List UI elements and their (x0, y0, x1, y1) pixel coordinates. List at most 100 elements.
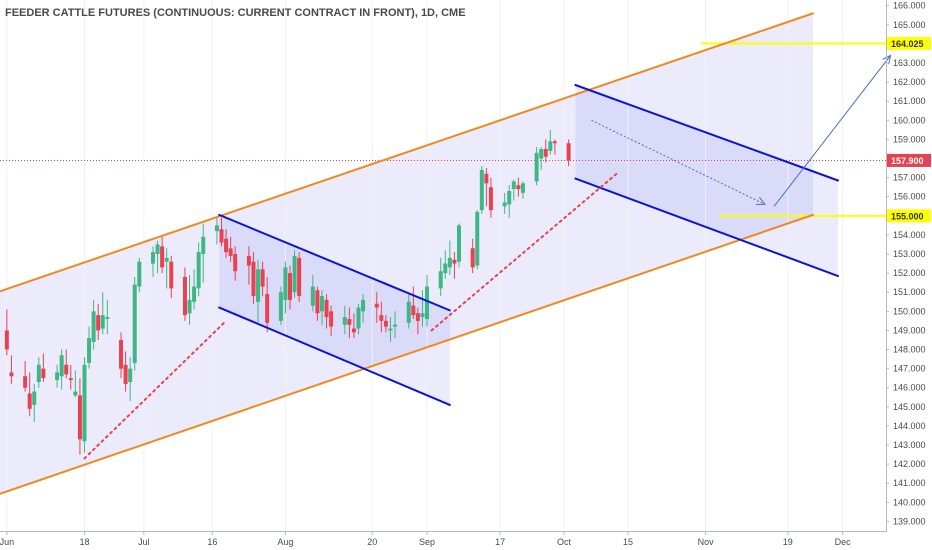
candle (160, 236, 165, 274)
y-tick-label: 145.000 (893, 402, 926, 412)
candle-body (342, 317, 347, 325)
candle-body (507, 191, 512, 205)
candle-body (443, 263, 448, 274)
candle (516, 177, 521, 197)
candle-body (283, 267, 288, 300)
horizontal-levels[interactable] (0, 42, 886, 217)
candle (123, 351, 128, 392)
candle (456, 223, 461, 268)
candle-body (36, 364, 41, 383)
mid-channel-lower-line[interactable] (218, 306, 451, 406)
y-tick-label: 166.000 (893, 1, 926, 11)
candles (4, 129, 571, 455)
candle-body (73, 391, 78, 396)
candle (137, 257, 142, 293)
candle-body (228, 248, 233, 256)
candle (150, 246, 155, 277)
mid-channel-fill (219, 214, 450, 405)
x-tick-label: Jun (0, 537, 14, 547)
candle-body (246, 255, 251, 266)
candle (406, 294, 411, 329)
x-tick-label: 18 (79, 537, 89, 547)
x-tick-label: Oct (557, 537, 572, 547)
candle (265, 276, 270, 333)
dotted-projection-arrow[interactable] (591, 119, 767, 205)
main-channel-fill (0, 13, 813, 494)
y-tick-label: 160.000 (893, 115, 926, 125)
candle-body (87, 338, 92, 363)
support-dotted-line[interactable] (430, 170, 620, 332)
candle-body (68, 378, 73, 381)
candle-body (91, 311, 96, 342)
candle-body (137, 261, 142, 287)
candle-body (169, 261, 174, 289)
target-arrow[interactable] (773, 54, 892, 207)
main-channel-upper-line[interactable] (0, 12, 814, 293)
y-tick-label: 161.000 (893, 96, 926, 106)
grid (6, 0, 844, 531)
candle-body (548, 141, 553, 151)
candle (552, 139, 557, 155)
candle (283, 261, 288, 314)
x-axis[interactable]: Jun 18 Jul 16 Aug 20 Sep 17 Oct 15 Nov 19 Dec (0, 531, 851, 547)
projection-channel-upper-line[interactable] (574, 83, 840, 182)
candle (27, 372, 32, 417)
candle-body (374, 303, 379, 308)
candle (475, 210, 480, 270)
y-tick-label: 149.000 (893, 325, 926, 335)
candle-body (356, 307, 361, 329)
candle-body (484, 173, 489, 184)
projection-arrows[interactable] (591, 54, 892, 207)
candle (55, 364, 60, 388)
candle (502, 192, 507, 214)
candle (543, 139, 548, 163)
candle (59, 349, 64, 390)
candle (82, 357, 87, 453)
arrow-head (882, 54, 892, 65)
main-channel-lower-line[interactable] (0, 213, 814, 495)
candle (324, 294, 329, 329)
y-tick-label: 140.000 (893, 497, 926, 507)
candle-body (192, 286, 197, 302)
candle-body (9, 372, 14, 377)
candle (119, 332, 124, 379)
y-tick-label: 156.000 (893, 192, 926, 202)
x-tick-label: Nov (698, 537, 715, 547)
candle-body (100, 315, 105, 329)
candle (488, 177, 493, 218)
candle-body (479, 169, 484, 211)
projection-channel-lower-line[interactable] (574, 177, 840, 278)
candle (251, 252, 256, 304)
candle-body (379, 315, 384, 321)
candle-body (233, 254, 238, 272)
candle-body (539, 148, 544, 159)
candle-body (260, 269, 265, 287)
y-tick-label: 142.000 (893, 459, 926, 469)
candle-body (566, 143, 571, 161)
candle (155, 240, 160, 274)
candle-body (224, 238, 229, 253)
candle-body (96, 315, 101, 331)
candle-body (452, 259, 457, 264)
candle (96, 303, 101, 340)
candle-body (155, 244, 160, 255)
candle (361, 294, 366, 323)
candle-body (201, 236, 206, 255)
candle (479, 166, 484, 214)
candle-body (543, 148, 548, 157)
candle (41, 353, 46, 383)
candle (319, 290, 324, 325)
candle (64, 349, 69, 379)
candle-body (182, 276, 187, 316)
candle (520, 181, 525, 199)
candle-body (196, 252, 201, 289)
candle (228, 236, 233, 262)
support-dotted-line[interactable] (83, 319, 228, 460)
candle-body (415, 313, 420, 321)
mid-channel-upper-line[interactable] (218, 213, 451, 312)
candle-body (41, 368, 46, 379)
candle-body (214, 225, 219, 232)
drawing-lines[interactable] (0, 12, 840, 495)
candle (415, 307, 420, 335)
